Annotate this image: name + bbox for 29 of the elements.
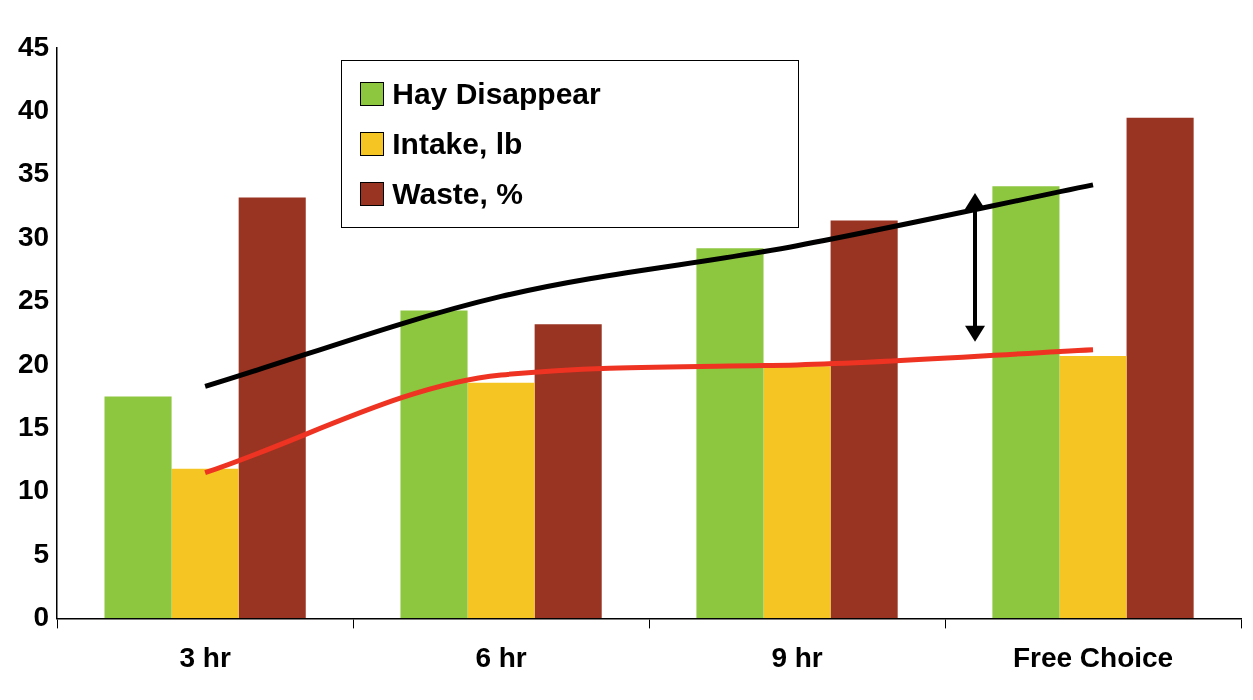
bar <box>1059 356 1127 618</box>
legend-label: Hay Disappear <box>392 77 601 111</box>
bar <box>696 248 764 618</box>
y-tick-label: 30 <box>17 220 50 252</box>
y-tick-label: 35 <box>17 157 50 189</box>
bar <box>238 197 306 618</box>
y-tick-label: 10 <box>17 474 50 506</box>
bar <box>104 396 172 618</box>
y-tick-label: 40 <box>17 94 50 126</box>
x-tick-label: 9 hr <box>771 641 823 673</box>
y-tick-label: 20 <box>17 347 50 379</box>
y-tick-label: 25 <box>17 284 50 316</box>
bar <box>171 468 239 618</box>
y-tick-label: 15 <box>17 410 50 442</box>
y-tick-label: 5 <box>33 537 50 569</box>
bar <box>1126 117 1194 618</box>
bar <box>992 186 1060 618</box>
bar <box>763 366 831 618</box>
x-tick-label: 3 hr <box>179 641 231 673</box>
y-tick-label: 45 <box>17 30 50 62</box>
bar <box>400 310 468 618</box>
bar <box>534 324 602 618</box>
x-tick-label: 6 hr <box>475 641 527 673</box>
bar <box>830 220 898 618</box>
x-tick-label: Free Choice <box>1012 641 1174 673</box>
y-tick-label: 0 <box>33 601 50 633</box>
bar <box>467 382 535 618</box>
legend-label: Intake, lb <box>392 127 523 161</box>
legend-label: Waste, % <box>392 177 523 211</box>
